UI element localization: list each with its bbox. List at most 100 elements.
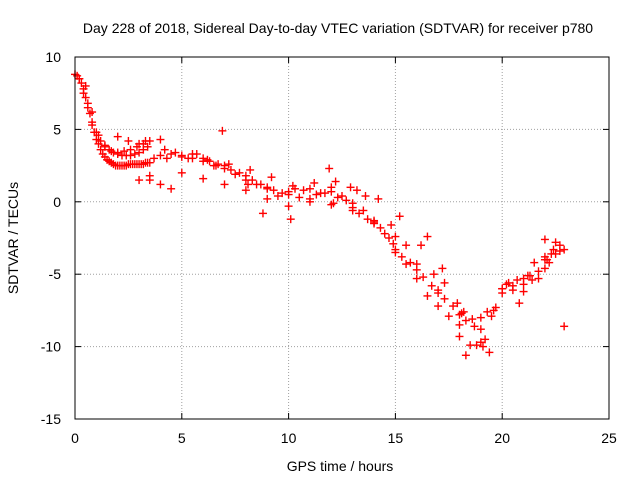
data-point: [502, 280, 511, 289]
data-point: [286, 215, 295, 224]
data-point: [348, 199, 357, 208]
data-point: [530, 258, 539, 267]
data-point: [391, 248, 400, 257]
data-point: [397, 252, 406, 261]
data-point: [346, 183, 355, 192]
data-point: [211, 161, 220, 170]
data-point: [226, 165, 235, 174]
data-point: [412, 260, 421, 269]
data-point: [263, 184, 272, 193]
data-point: [534, 267, 543, 276]
data-point: [263, 194, 272, 203]
data-point: [470, 322, 479, 331]
x-tick-label: 10: [281, 430, 297, 446]
data-point: [417, 241, 426, 250]
data-point: [457, 309, 466, 318]
data-point: [402, 241, 411, 250]
data-point: [327, 183, 336, 192]
data-point: [269, 186, 278, 195]
data-point: [177, 168, 186, 177]
data-point: [515, 299, 524, 308]
data-point: [188, 150, 197, 159]
data-point: [434, 286, 443, 295]
data-point: [476, 313, 485, 322]
data-point: [363, 215, 372, 224]
data-point: [481, 335, 490, 344]
data-point: [156, 151, 165, 160]
data-point: [338, 192, 346, 201]
data-point: [391, 232, 400, 241]
data-point: [120, 147, 129, 156]
data-point: [88, 118, 97, 127]
x-tick-label: 0: [71, 430, 79, 446]
data-point: [113, 132, 122, 141]
data-point: [406, 258, 415, 267]
data-point: [224, 160, 233, 169]
data-point: [461, 316, 470, 325]
data-point: [220, 164, 229, 173]
data-point: [316, 189, 325, 198]
data-point: [96, 145, 105, 154]
data-point: [560, 322, 569, 331]
data-point: [143, 142, 152, 151]
data-point: [333, 193, 342, 202]
data-point: [107, 147, 116, 156]
data-points: [71, 70, 569, 360]
plot-frame: [74, 56, 610, 420]
x-axis-label: GPS time / hours: [287, 458, 394, 474]
data-point: [199, 174, 208, 183]
data-point: [126, 145, 135, 154]
data-point: [519, 287, 528, 296]
data-point: [288, 181, 297, 190]
data-point: [412, 274, 421, 283]
data-point: [92, 135, 101, 144]
data-point: [258, 209, 267, 218]
data-point: [199, 157, 208, 166]
data-point: [203, 155, 212, 164]
data-point: [284, 190, 293, 199]
y-tick-label: 0: [53, 194, 61, 210]
data-point: [135, 148, 144, 157]
data-point: [402, 260, 411, 269]
chart-title: Day 228 of 2018, Sidereal Day-to-day VTE…: [83, 20, 593, 36]
data-point: [273, 192, 282, 201]
data-point: [171, 148, 180, 157]
data-point: [348, 206, 357, 215]
data-point: [370, 218, 379, 227]
data-point: [81, 93, 90, 102]
data-point: [312, 190, 321, 199]
data-point: [361, 192, 370, 201]
x-tick-label: 5: [178, 430, 186, 446]
data-point: [543, 255, 552, 264]
data-point: [376, 223, 385, 232]
data-point: [299, 186, 308, 195]
data-point: [94, 131, 103, 140]
data-point: [440, 278, 449, 287]
data-point: [485, 348, 494, 357]
x-tick-label: 25: [601, 430, 617, 446]
data-point: [423, 291, 432, 300]
data-point: [427, 281, 436, 290]
data-point: [444, 312, 453, 321]
data-point: [135, 139, 144, 148]
data-point: [476, 325, 485, 334]
data-point: [150, 154, 159, 163]
data-point: [487, 312, 496, 321]
data-point: [387, 220, 396, 229]
x-tick-label: 20: [494, 430, 510, 446]
data-point: [100, 142, 109, 151]
data-point: [551, 249, 560, 258]
data-point: [162, 154, 171, 163]
data-point: [252, 180, 261, 189]
data-point: [244, 180, 253, 189]
data-point: [241, 186, 250, 195]
data-point: [551, 238, 560, 247]
data-point: [352, 186, 361, 195]
y-axis-label: SDTVAR / TECUs: [5, 182, 21, 294]
data-point: [359, 206, 368, 215]
y-tick-label: -10: [41, 339, 61, 355]
data-point: [419, 273, 428, 282]
data-point: [380, 229, 389, 238]
data-point: [331, 177, 340, 186]
